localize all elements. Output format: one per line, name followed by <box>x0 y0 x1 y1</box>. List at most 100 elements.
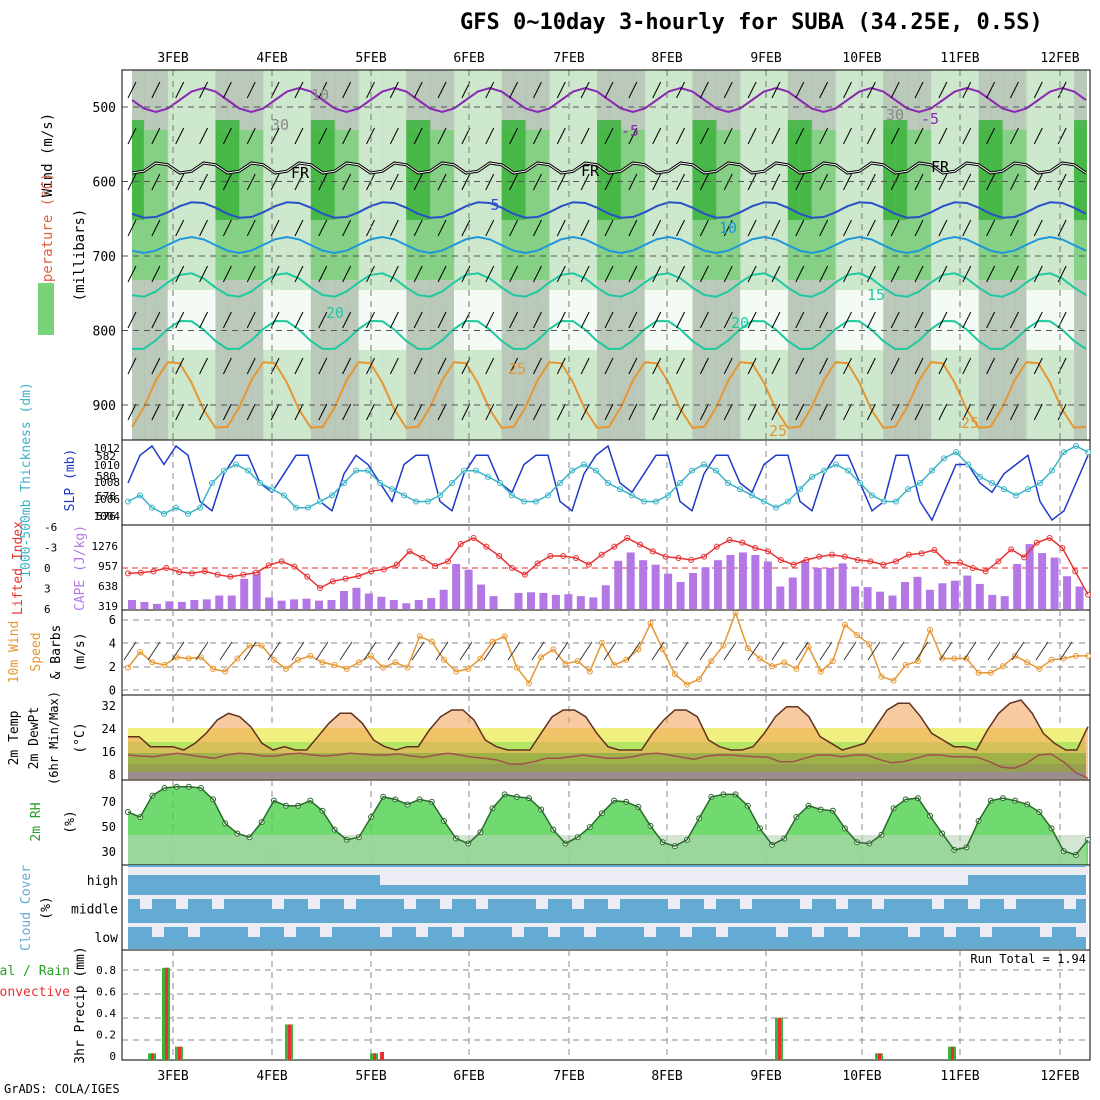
cloud-clear-cell <box>1004 867 1016 875</box>
wind-barb <box>890 357 900 375</box>
wind-barb <box>747 81 757 99</box>
temp-area <box>128 700 1088 780</box>
wind-barb <box>986 311 996 329</box>
wind-barb <box>389 127 399 145</box>
cloud-clear-cell <box>536 867 548 885</box>
cloud-clear-cell <box>224 923 236 927</box>
rh-shade-column <box>656 70 670 440</box>
cloud-clear-cell <box>128 867 140 875</box>
wind-barb <box>556 173 566 191</box>
bottom-date-label: 10FEB <box>842 1069 881 1084</box>
cloud-clear-cell <box>344 895 356 909</box>
run-total-label: Run Total = 1.94 <box>970 952 1086 966</box>
rh-dry-pocket <box>179 290 193 350</box>
wind-barb <box>843 403 852 421</box>
contour-label: FR <box>931 158 950 176</box>
wind-barb <box>556 403 566 421</box>
cloud-clear-cell <box>884 895 896 899</box>
rh-shade-column <box>1038 70 1052 440</box>
cloud-clear-cell <box>680 867 692 885</box>
panel6-ylabel-unit: (%) <box>63 810 78 833</box>
panel7-ylabel-unit: (%) <box>39 896 54 919</box>
top-date-label: 6FEB <box>453 51 484 66</box>
cloud-clear-cell <box>752 895 764 899</box>
wind-barb <box>676 311 685 329</box>
wind-barb <box>199 81 208 99</box>
cape-bar <box>1025 544 1034 609</box>
panel1-ylabel-wind: Wind (m/s) <box>40 113 56 197</box>
precip-convective-bar <box>878 1053 881 1060</box>
rh-moist-band <box>728 130 742 280</box>
cape-bar <box>938 583 947 609</box>
wind10-barb <box>363 641 377 661</box>
contour-label: 25 <box>961 414 979 432</box>
wind-barb <box>723 81 733 99</box>
wind-barb <box>843 173 852 191</box>
wind-barb <box>747 403 757 421</box>
wind10-barb <box>915 641 929 661</box>
wind-barb <box>938 219 948 237</box>
cloud-clear-cell <box>380 867 392 885</box>
bottom-date-label: 8FEB <box>651 1069 682 1084</box>
wind-barb <box>199 311 208 329</box>
cloud-clear-cell <box>848 867 860 885</box>
wind-barb <box>246 403 256 421</box>
wind-barb <box>604 127 614 145</box>
rh-shade-column <box>382 70 396 440</box>
panel2-left-tick: 578 <box>96 490 116 503</box>
cloud-clear-cell <box>1028 895 1040 899</box>
wind-barb <box>580 81 590 99</box>
cloud-clear-cell <box>416 923 428 937</box>
wind-barb <box>604 265 614 283</box>
wind-barb <box>890 311 900 329</box>
cape-bar <box>664 573 673 609</box>
wind-barb <box>938 357 948 375</box>
rh-shade-column <box>191 70 205 440</box>
cloud-clear-cell <box>668 923 680 927</box>
wind-barb <box>962 219 972 237</box>
cloud-clear-cell <box>716 923 728 937</box>
wind-barb <box>795 127 805 145</box>
cloud-clear-cell <box>1076 867 1088 875</box>
wind-barb <box>580 127 590 145</box>
contour-label: 25 <box>769 422 787 440</box>
cloud-clear-cell <box>632 895 644 899</box>
wind-barb <box>1057 311 1067 329</box>
contour-label: 30 <box>271 116 289 134</box>
cloud-clear-cell <box>500 923 512 927</box>
rh-moist-band <box>716 130 730 280</box>
cape-bar <box>377 596 386 609</box>
rh-dry-pocket <box>942 290 956 350</box>
rh-dry-pocket <box>680 290 694 350</box>
wind-barb <box>222 311 232 329</box>
wind-barb <box>723 265 733 283</box>
cloud-clear-cell <box>692 867 704 885</box>
rh-shade-column <box>585 70 599 440</box>
rh-dry-pocket <box>382 290 396 350</box>
wind-barb <box>318 219 328 237</box>
cloud-clear-cell <box>296 895 308 899</box>
rh-moist-band <box>823 130 837 280</box>
wind-barb <box>318 127 328 145</box>
wind-barb <box>771 81 781 99</box>
wind-barb <box>843 265 852 283</box>
wind-barb <box>342 311 352 329</box>
wind-barb <box>819 173 829 191</box>
cloud-clear-cell <box>560 895 572 899</box>
rh-shade-column <box>942 70 956 440</box>
cloud-clear-cell <box>224 867 236 875</box>
wind-barb <box>676 127 685 145</box>
rh-dry-pocket <box>644 290 658 350</box>
cloud-clear-cell <box>968 895 980 909</box>
cloud-clear-cell <box>128 895 140 899</box>
rh-shade-column <box>859 70 873 440</box>
wind-barb <box>723 311 733 329</box>
precip-convective-bar <box>380 1052 384 1060</box>
panel2-right-tick: 1012 <box>94 442 121 455</box>
rh-shade-column <box>1026 70 1040 440</box>
panel8-frame <box>121 949 1091 1061</box>
panel8-ytick: 0 <box>109 1050 116 1063</box>
wind-barb <box>294 265 304 283</box>
cloud-clear-cell <box>188 895 200 899</box>
wind-barb <box>509 127 519 145</box>
